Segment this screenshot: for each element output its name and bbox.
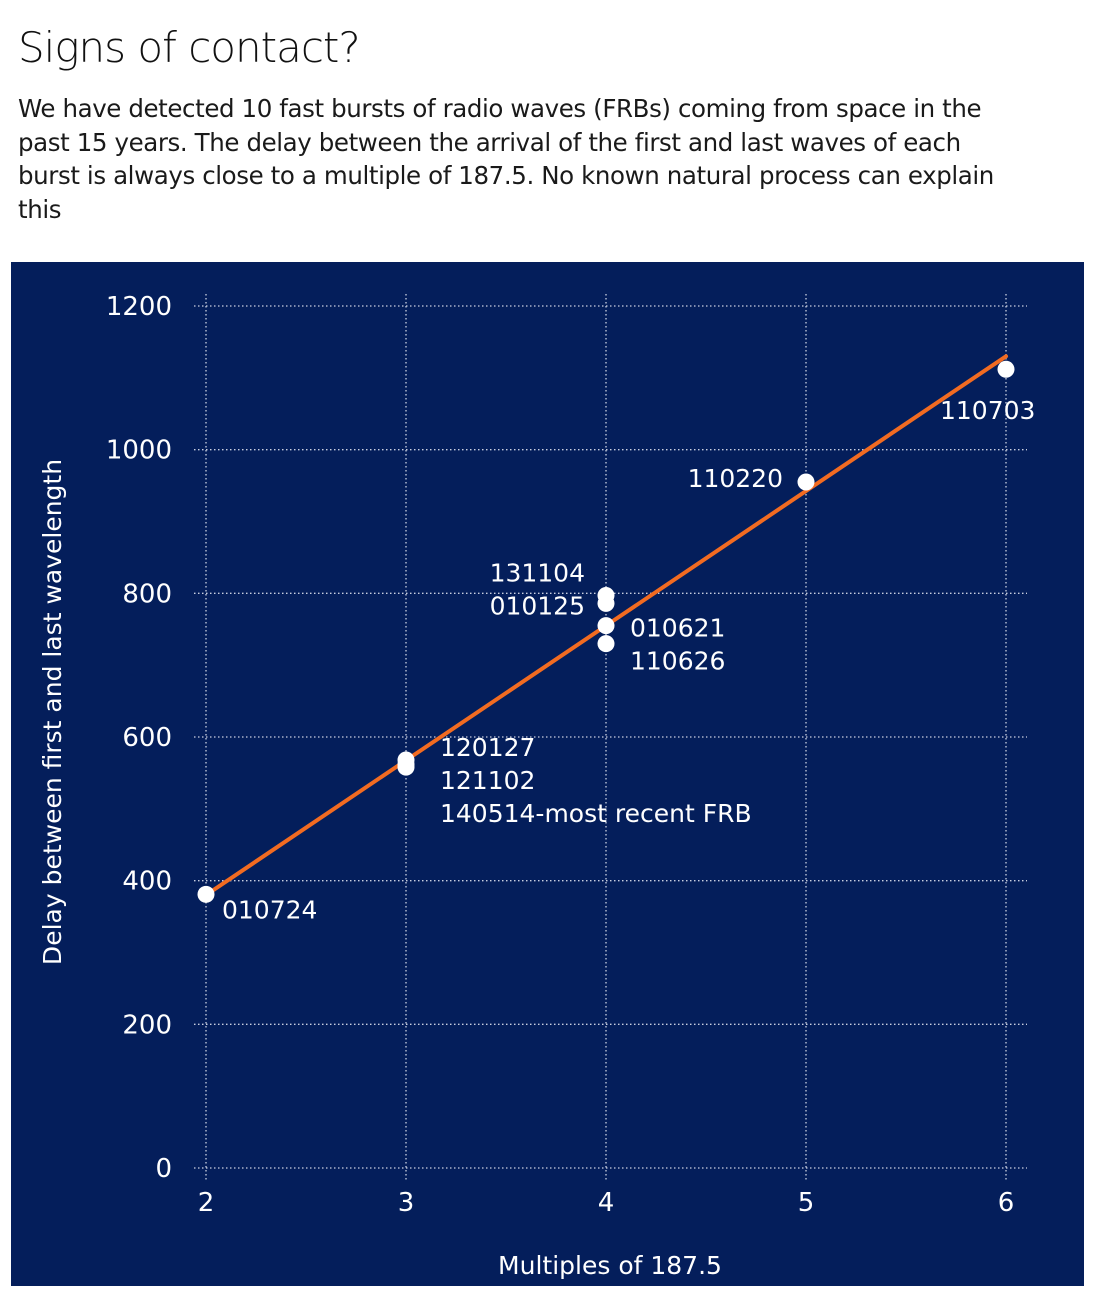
point-label: 110220	[688, 464, 783, 493]
point-label: 120127	[440, 733, 535, 762]
chart-subtitle: We have detected 10 fast bursts of radio…	[18, 94, 994, 224]
x-tick-label: 2	[198, 1188, 215, 1218]
x-tick-label: 6	[998, 1188, 1015, 1218]
y-tick-label: 200	[122, 1010, 172, 1040]
y-tick-label: 1000	[106, 436, 172, 466]
point-label: 110703	[940, 396, 1035, 425]
point-label: 140514-most recent FRB	[440, 799, 752, 828]
x-tick-label: 5	[798, 1188, 815, 1218]
data-points	[197, 360, 1015, 903]
y-axis-label: Delay between first and last wavelength	[38, 459, 67, 965]
y-tick-label: 0	[155, 1154, 172, 1184]
point-label: 131104	[490, 558, 585, 587]
point-label: 010621	[630, 614, 725, 643]
data-point	[597, 586, 615, 604]
data-point	[597, 635, 615, 653]
data-point	[197, 885, 215, 903]
x-tick-label: 4	[598, 1188, 615, 1218]
y-tick-label: 1200	[106, 292, 172, 322]
point-label: 110626	[630, 647, 725, 676]
header: Signs of contact? We have detected 10 fa…	[18, 18, 1068, 226]
data-point	[397, 751, 415, 769]
data-point	[797, 473, 815, 491]
data-point	[597, 617, 615, 635]
chart-panel: 0 200 400 600 800 1000 1200 2 3 4 5 6 010724 120127 1…	[11, 262, 1084, 1286]
x-tick-label: 3	[398, 1188, 415, 1218]
x-axis-label: Multiples of 187.5	[498, 1251, 722, 1280]
chart-title: Signs of contact?	[18, 23, 361, 72]
point-label: 010125	[490, 591, 585, 620]
axes: 0 200 400 600 800 1000 1200 2 3 4 5 6	[106, 292, 1014, 1218]
y-tick-label: 600	[122, 723, 172, 753]
y-tick-label: 400	[122, 867, 172, 897]
point-label: 121102	[440, 766, 535, 795]
scatter-chart: 0 200 400 600 800 1000 1200 2 3 4 5 6 010724 120127 1…	[38, 292, 1035, 1280]
data-point	[997, 360, 1015, 378]
y-tick-label: 800	[122, 579, 172, 609]
point-label: 010724	[222, 895, 317, 924]
point-labels: 010724 120127 121102 140514-most recent FRB…	[222, 396, 1035, 924]
